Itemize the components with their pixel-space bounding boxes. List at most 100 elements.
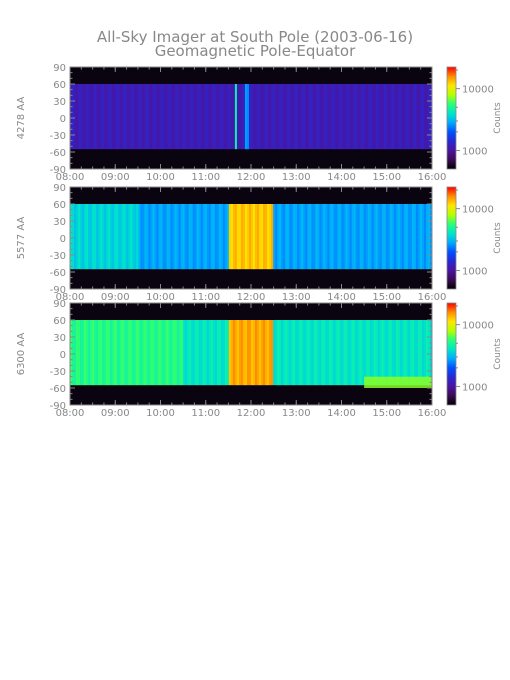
x-tick-label: 15:00 (372, 292, 401, 303)
heatmap-cell (202, 84, 206, 150)
heatmap-cell (140, 320, 143, 386)
heatmap-cell (295, 320, 298, 386)
heatmap-cell (347, 320, 350, 386)
heatmap-cell (226, 204, 230, 270)
heatmap-cell (148, 320, 151, 386)
heatmap-cell (100, 320, 103, 386)
heatmap-cell (182, 84, 186, 150)
heatmap-cell (84, 84, 87, 150)
heatmap-cell (313, 84, 316, 150)
heatmap-cell (399, 320, 403, 386)
colorbar-label: Counts (493, 338, 503, 370)
heatmap-cell (299, 204, 302, 270)
heatmap-cell (164, 320, 167, 386)
heatmap-cell (311, 84, 314, 150)
heatmap-cell (361, 320, 365, 386)
heatmap-cell (206, 320, 210, 386)
heatmap-cell (146, 204, 149, 270)
heatmap-cell (299, 320, 302, 386)
heatmap-cell (102, 84, 105, 150)
x-tick-label: 14:00 (327, 408, 356, 419)
heatmap-cell (202, 320, 206, 386)
heatmap-cell (415, 204, 419, 270)
heatmap-cell (341, 84, 344, 150)
heatmap-cell (76, 320, 79, 386)
heatmap-cell (387, 204, 391, 270)
heatmap-cell (413, 320, 417, 386)
heatmap-cell (226, 84, 230, 150)
y-axis-label: 6300 AA (16, 333, 27, 376)
heatmap-cell (369, 320, 373, 386)
heatmap-cell (283, 320, 286, 386)
heatmap-cell (341, 320, 344, 386)
heatmap-cell (174, 84, 177, 150)
heatmap-cell (176, 320, 179, 386)
heatmap-cell (154, 320, 157, 386)
heatmap-cell (327, 320, 330, 386)
heatmap-cell (367, 320, 371, 386)
heatmap-cell (359, 84, 363, 150)
heatmap-cell (275, 84, 278, 150)
heatmap-cell (204, 320, 208, 386)
heatmap-cell (375, 84, 379, 150)
heatmap-cell (287, 204, 290, 270)
heatmap-cell (92, 320, 95, 386)
heatmap-cell (361, 204, 365, 270)
heatmap-cell (369, 84, 373, 150)
heatmap-cell (263, 204, 266, 270)
heatmap-cell (122, 204, 125, 270)
heatmap-cell (321, 84, 324, 150)
heatmap-cell (377, 320, 381, 386)
heatmap-cell (363, 320, 367, 386)
heatmap-cell (240, 84, 244, 150)
colorbar-tick-label: 1000 (462, 146, 487, 157)
heatmap-cell (140, 204, 143, 270)
x-tick-label: 14:00 (327, 172, 356, 183)
heatmap-cell (164, 84, 167, 150)
heatmap-cell (345, 320, 348, 386)
heatmap-cell (377, 204, 381, 270)
heatmap-cell (303, 204, 306, 270)
heatmap-cell (421, 84, 425, 150)
heatmap-cell (200, 320, 204, 386)
heatmap-cell (148, 204, 151, 270)
heatmap-cell (218, 84, 222, 150)
y-tick-label: -90 (50, 285, 66, 296)
heatmap-cell (385, 84, 389, 150)
heatmap-cell (287, 84, 290, 150)
y-tick-label: 0 (60, 350, 66, 361)
heatmap-cell (118, 320, 121, 386)
heatmap-feature (364, 376, 432, 388)
heatmap-cell (355, 204, 358, 270)
x-tick-label: 08:00 (56, 408, 85, 419)
heatmap-cell (196, 320, 200, 386)
heatmap-cell (102, 204, 105, 270)
heatmap-cell (317, 204, 320, 270)
heatmap-cell (427, 320, 431, 386)
heatmap-cell (214, 320, 218, 386)
heatmap-cell (259, 84, 262, 150)
heatmap-cell (212, 204, 216, 270)
heatmap-cell (315, 84, 318, 150)
heatmap-cell (329, 204, 332, 270)
heatmap-cell (305, 84, 308, 150)
heatmap-cell (399, 84, 403, 150)
heatmap-cell (293, 320, 296, 386)
heatmap-cell (319, 204, 322, 270)
heatmap-cell (397, 204, 401, 270)
heatmap-cell (214, 204, 218, 270)
heatmap-cell (98, 320, 101, 386)
heatmap-cell (200, 204, 204, 270)
x-tick-label: 15:00 (372, 408, 401, 419)
heatmap-cell (373, 204, 377, 270)
x-tick-label: 08:00 (56, 292, 85, 303)
heatmap-cell (343, 320, 346, 386)
heatmap-cell (263, 84, 266, 150)
heatmap-cell (281, 84, 284, 150)
heatmap-cell (126, 84, 129, 150)
heatmap-cell (347, 84, 350, 150)
x-tick-label: 11:00 (191, 408, 220, 419)
heatmap-cell (395, 84, 399, 150)
heatmap-cell (257, 84, 260, 150)
